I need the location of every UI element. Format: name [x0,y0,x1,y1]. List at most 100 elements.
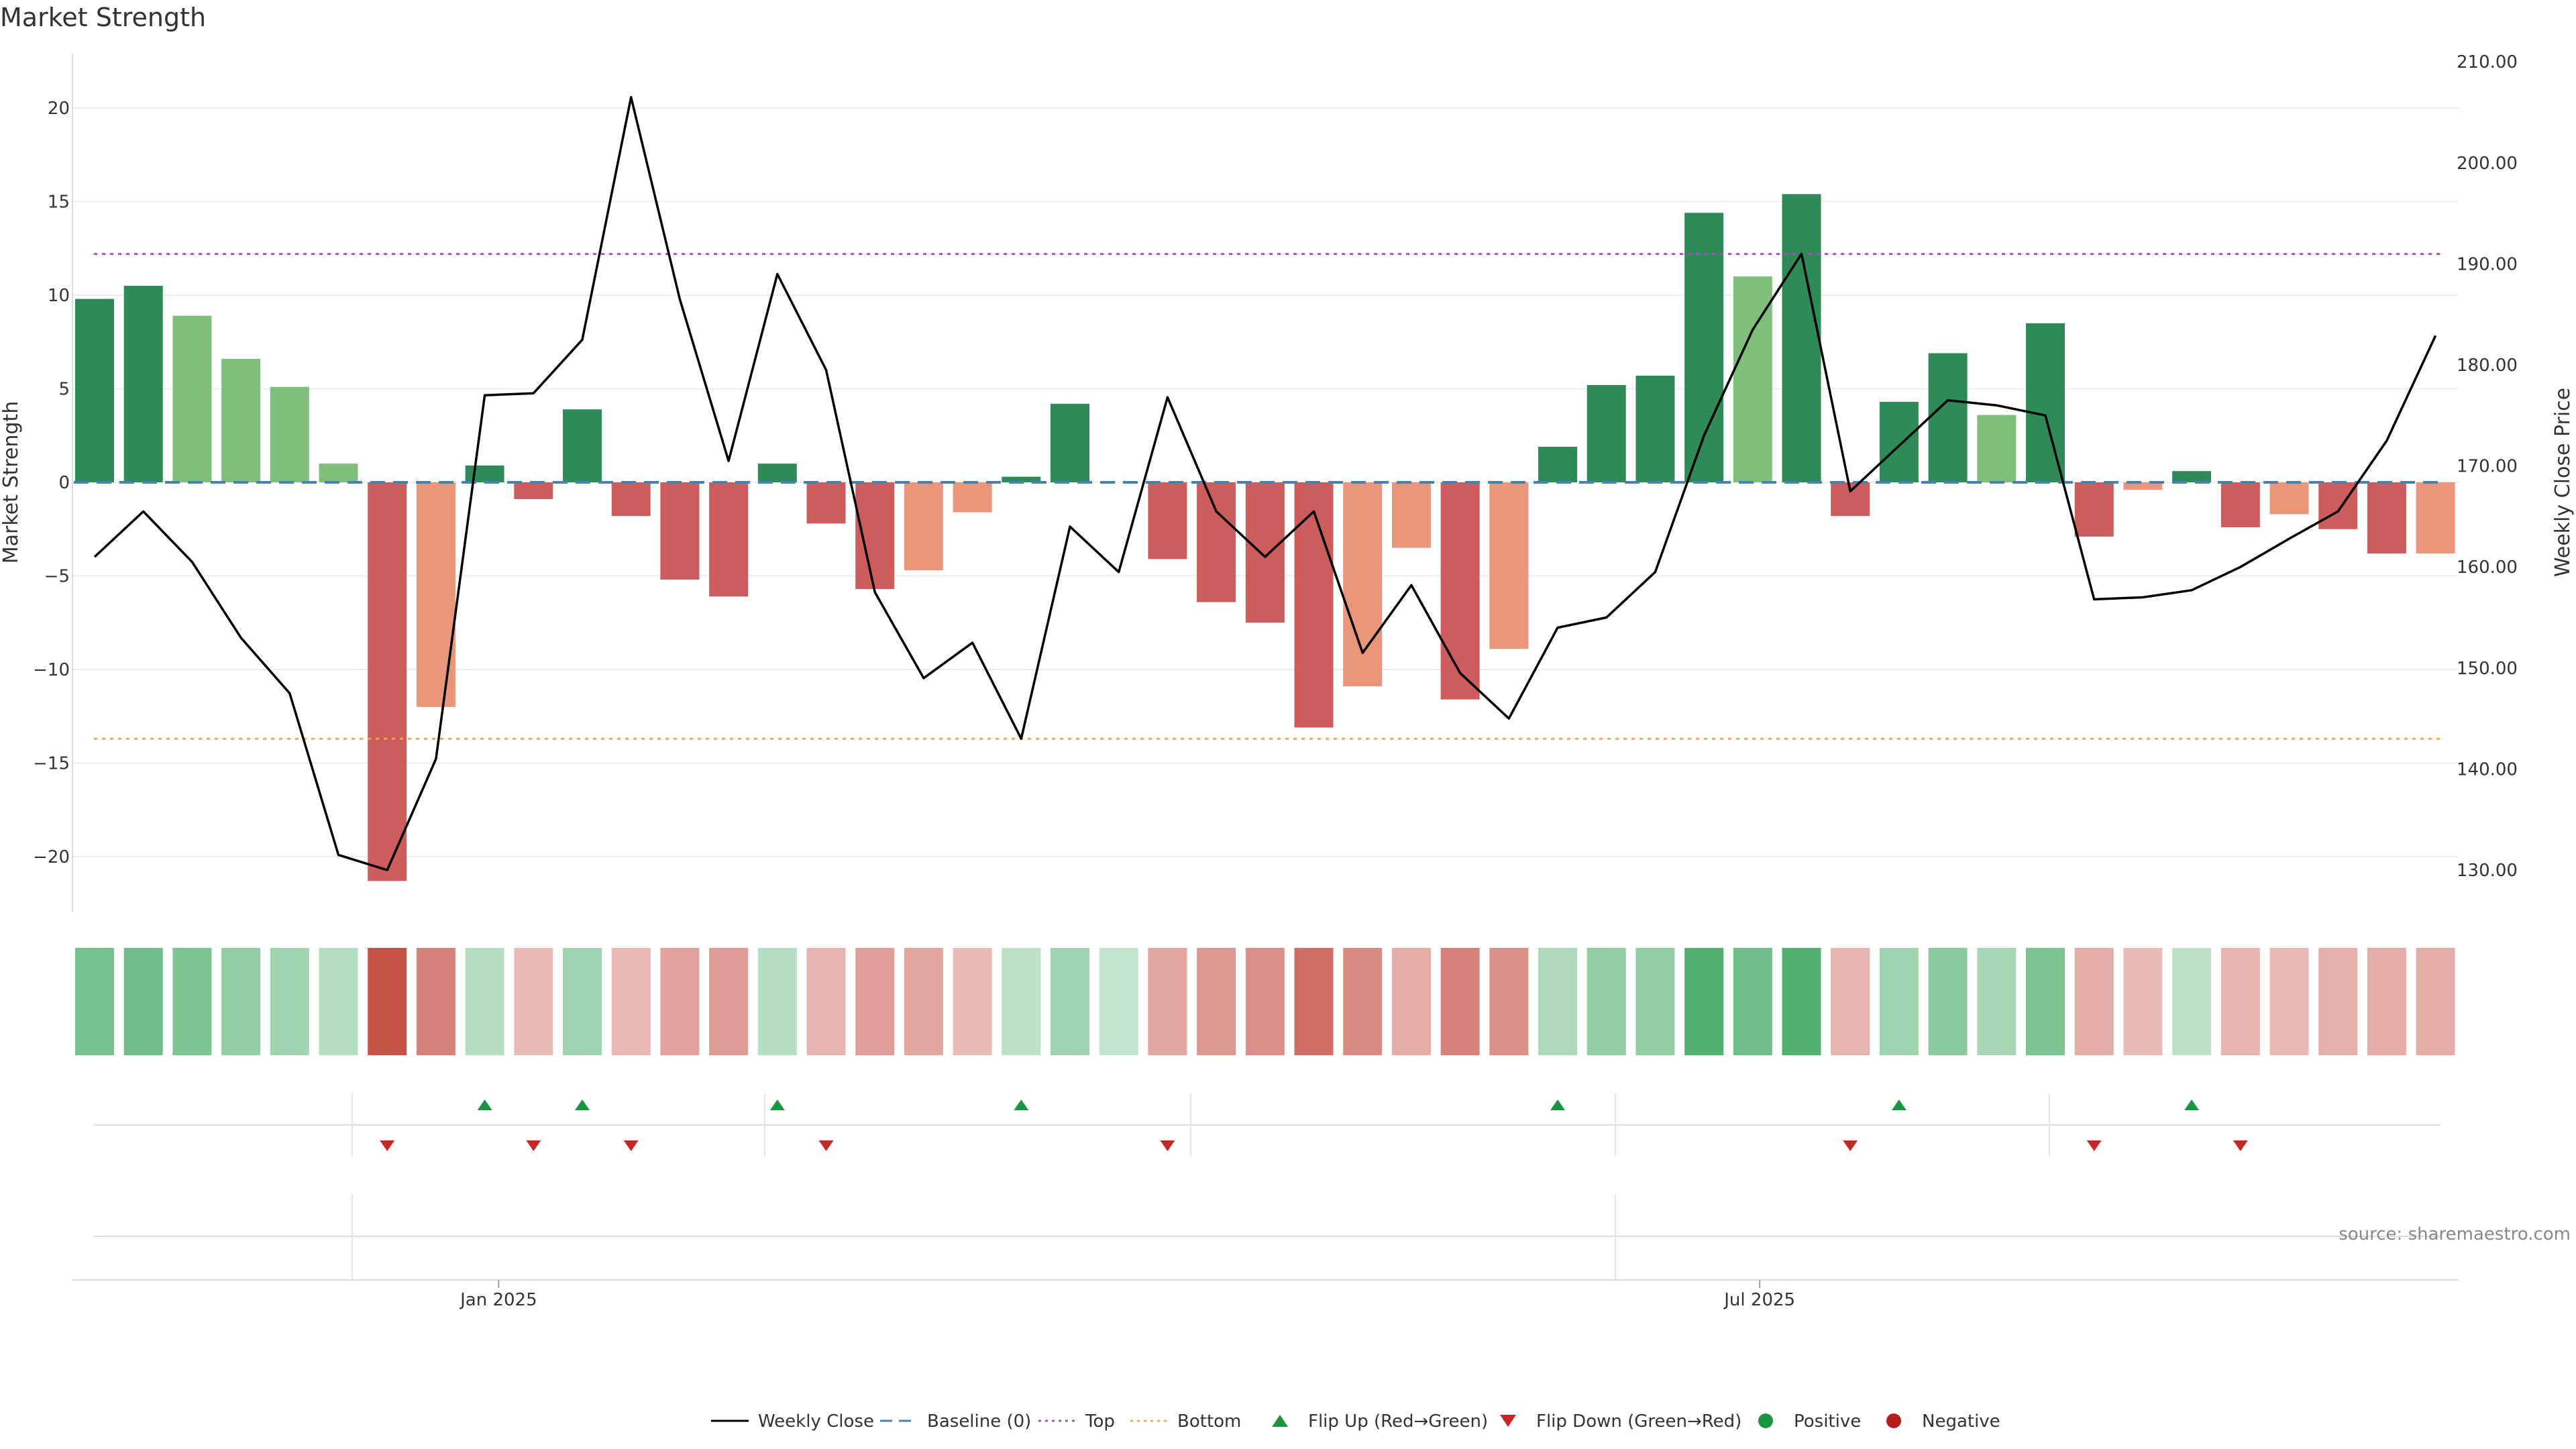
strength-bar [1538,446,1577,482]
heat-cell [2220,948,2260,1055]
legend: Weekly Close Baseline (0) Top Bottom Flip Up… [711,1411,2000,1432]
legend-label: Weekly Close [758,1411,874,1432]
heat-cell [172,948,212,1055]
heat-cell [611,948,651,1055]
y2-axis-title: Weekly Close Price [2551,388,2575,577]
heat-cell [1928,948,1968,1055]
heat-cell [2269,948,2309,1055]
y-tick-label: 5 [58,380,70,400]
y-tick-label: 10 [48,286,70,306]
y-tick-label: 15 [48,193,70,213]
heat-cell [416,948,455,1055]
y2-tick-label: 210.00 [2457,52,2518,72]
strength-bar [368,482,407,881]
right-axis: 130.00 140.00 150.00 160.00 170.00 180.00 190.… [2457,52,2575,881]
heat-cell [1489,948,1529,1055]
heat-cell [1440,948,1480,1055]
strength-bar [1879,402,1919,482]
legend-swatch [1272,1415,1288,1427]
heat-cell [368,948,407,1055]
legend-label: Positive [1794,1411,1861,1432]
y2-tick-label: 200.00 [2457,154,2518,174]
flip-down-marker [818,1140,834,1151]
heat-cell [1197,948,1236,1055]
heat-cell [2172,948,2212,1055]
y-tick-label: 20 [48,99,70,119]
heat-cell [2074,948,2114,1055]
heat-cell [2367,948,2406,1055]
heat-cell [1343,948,1383,1055]
y-tick-label: −20 [33,847,70,867]
y2-tick-label: 140.00 [2457,759,2518,780]
strength-bar [806,482,846,524]
strength-bar [270,386,309,482]
legend-swatch [1500,1415,1516,1427]
heat-cell [1831,948,1870,1055]
strength-bar [514,482,553,500]
heat-cell [514,948,553,1055]
left-axis: −20 −15 −10 −5 0 5 10 15 20 Market Strength [0,54,73,912]
flip-markers [94,1093,2440,1280]
strength-bar [1343,482,1383,687]
heat-cell [1002,948,1041,1055]
strength-bar [1635,375,1675,482]
heat-cell [1051,948,1089,1055]
flip-up-marker [575,1099,590,1110]
legend-label: Flip Down (Green→Red) [1536,1411,1741,1432]
strength-bar [75,299,114,482]
price-line [93,96,2437,871]
flip-up-marker [1550,1099,1565,1110]
strength-bar [1977,415,2017,482]
flip-up-marker [2184,1099,2200,1110]
heat-cell [2416,948,2455,1055]
heat-cell [221,948,261,1055]
flip-down-marker [623,1140,639,1151]
strength-bar [1489,482,1529,649]
heat-cell [1099,948,1138,1055]
heat-cell [75,948,114,1055]
flip-down-marker [380,1140,395,1151]
strength-bar [1002,476,1041,482]
heat-cell [1879,948,1919,1055]
heat-cell [709,948,749,1055]
strength-bar [2074,482,2114,537]
strength-bar [1391,482,1431,548]
heat-cell [953,948,992,1055]
strength-bar [1782,194,1821,482]
heat-cell [660,948,700,1055]
heat-cell [270,948,309,1055]
strength-bar [1440,482,1480,700]
legend-swatch [1886,1413,1901,1428]
y-tick-label: −15 [33,754,70,774]
y2-tick-label: 130.00 [2457,861,2518,881]
y-tick-label: 0 [58,473,70,493]
strength-bar [465,465,504,482]
reference-lines [74,253,2440,740]
heat-cell [1587,948,1626,1055]
legend-swatch [1758,1413,1773,1428]
heat-cell [2026,948,2065,1055]
y-tick-label: −5 [44,567,70,587]
strength-bar [611,482,651,517]
strength-bar [2318,482,2358,529]
heat-cell [855,948,895,1055]
flip-down-marker [1160,1140,1175,1151]
heat-cell [319,948,358,1055]
strength-bar [1245,482,1285,623]
heat-strip [75,948,2455,1055]
source-note: source: sharemaestro.com [2339,1224,2571,1244]
weekly-close-line [93,96,2437,871]
strength-bar [221,358,261,482]
y2-tick-label: 180.00 [2457,356,2518,376]
y-tick-label: −10 [33,660,70,680]
strength-bar [709,482,749,597]
y2-tick-label: 190.00 [2457,254,2518,274]
heat-cell [1538,948,1577,1055]
flip-up-marker [769,1099,785,1110]
flip-down-marker [2233,1140,2248,1151]
strength-bar [1051,403,1089,482]
flip-up-marker [477,1099,492,1110]
page-title: Market Strength [0,3,207,32]
strength-bar [2123,482,2163,490]
